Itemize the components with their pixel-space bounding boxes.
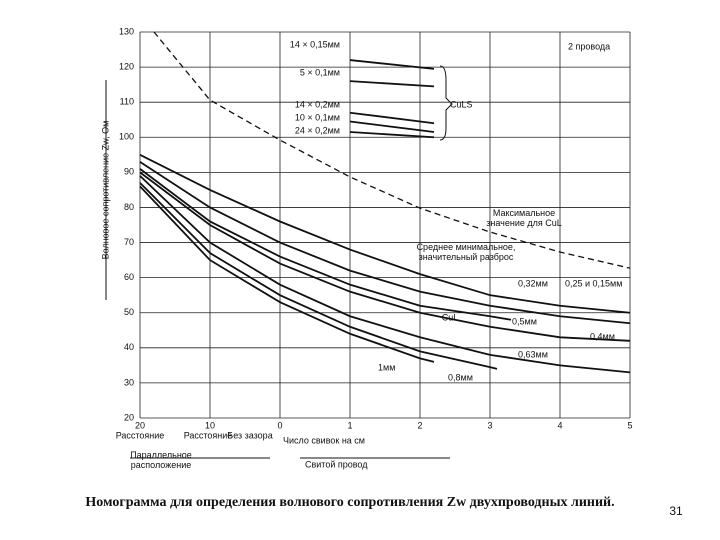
curve bbox=[139, 171, 631, 342]
series-label: Максимальное значение для CuL bbox=[486, 208, 562, 228]
annotation: Без зазора bbox=[227, 430, 272, 440]
series-label: 14 × 0,15мм bbox=[290, 39, 340, 49]
curve bbox=[349, 59, 435, 70]
curve bbox=[349, 131, 435, 139]
annotation: CuLS bbox=[450, 99, 473, 109]
annotation: CuL bbox=[442, 312, 459, 322]
y-tick-label: 50 bbox=[124, 307, 134, 317]
annotation: Расстояние bbox=[184, 430, 233, 440]
y-tick-label: 80 bbox=[124, 202, 134, 212]
x-tick-label: 2 bbox=[417, 420, 422, 430]
x-tick-label: 0 bbox=[277, 420, 282, 430]
y-tick-label: 30 bbox=[124, 377, 134, 387]
x-axis-label: Число свивок на см bbox=[283, 435, 365, 445]
series-label: 10 × 0,1мм bbox=[295, 112, 340, 122]
annotation: Параллельное расположение bbox=[130, 450, 192, 470]
bracket bbox=[439, 65, 453, 141]
y-tick-label: 70 bbox=[124, 237, 134, 247]
series-label: Максимальное значение для CuL bbox=[486, 208, 562, 228]
x-tick-label: 10 bbox=[205, 420, 215, 430]
y-tick-label: 120 bbox=[119, 61, 134, 71]
series-label: 0,5мм bbox=[512, 316, 537, 326]
dashed-line bbox=[153, 31, 631, 269]
series-label: 0,32мм bbox=[518, 278, 548, 288]
curve bbox=[139, 182, 498, 370]
x-tick-label: 5 bbox=[627, 420, 632, 430]
curve bbox=[139, 161, 631, 325]
curve bbox=[139, 154, 631, 314]
annotation: 2 провода bbox=[568, 41, 610, 51]
series-label: 5 × 0,1мм bbox=[300, 67, 340, 77]
x-tick-label: 3 bbox=[487, 420, 492, 430]
annotation: Свитой провод bbox=[305, 459, 368, 469]
series-label: 0,63мм bbox=[518, 349, 548, 359]
curve bbox=[139, 185, 435, 363]
x-tick-label: 4 bbox=[557, 420, 562, 430]
curve bbox=[349, 120, 435, 133]
series-label: 1мм bbox=[378, 362, 395, 372]
y-tick-label: 100 bbox=[119, 132, 134, 142]
annotation: Среднее минимальное, значительный разбро… bbox=[416, 242, 516, 262]
x-tick-label: 20 bbox=[135, 420, 145, 430]
y-tick-label: 90 bbox=[124, 167, 134, 177]
y-axis-label: Волновое сопротивление Zw, Ом bbox=[100, 121, 110, 260]
curve bbox=[349, 80, 435, 88]
y-tick-label: 110 bbox=[120, 97, 134, 107]
series-label: 24 × 0,2мм bbox=[295, 125, 340, 135]
caption: Номограмма для определения волнового соп… bbox=[85, 495, 614, 510]
curve bbox=[139, 168, 512, 321]
series-label: 14 × 0,2мм bbox=[295, 99, 340, 109]
series-label: 0,4мм bbox=[590, 331, 615, 341]
annotation: Параллельное расположение bbox=[130, 450, 192, 470]
page-number: 31 bbox=[669, 504, 683, 518]
x-tick-label: 1 bbox=[347, 420, 352, 430]
y-tick-label: 20 bbox=[124, 412, 134, 422]
curve bbox=[349, 111, 435, 125]
y-tick-label: 40 bbox=[124, 342, 134, 352]
annotation: Среднее минимальное, значительный разбро… bbox=[416, 242, 516, 262]
annotation: Расстояние bbox=[116, 430, 165, 440]
y-tick-label: 60 bbox=[124, 272, 134, 282]
y-tick-label: 130 bbox=[119, 26, 134, 36]
curve bbox=[139, 175, 631, 374]
series-label: 0,25 и 0,15мм bbox=[565, 278, 622, 288]
series-label: 0,8мм bbox=[448, 372, 473, 382]
